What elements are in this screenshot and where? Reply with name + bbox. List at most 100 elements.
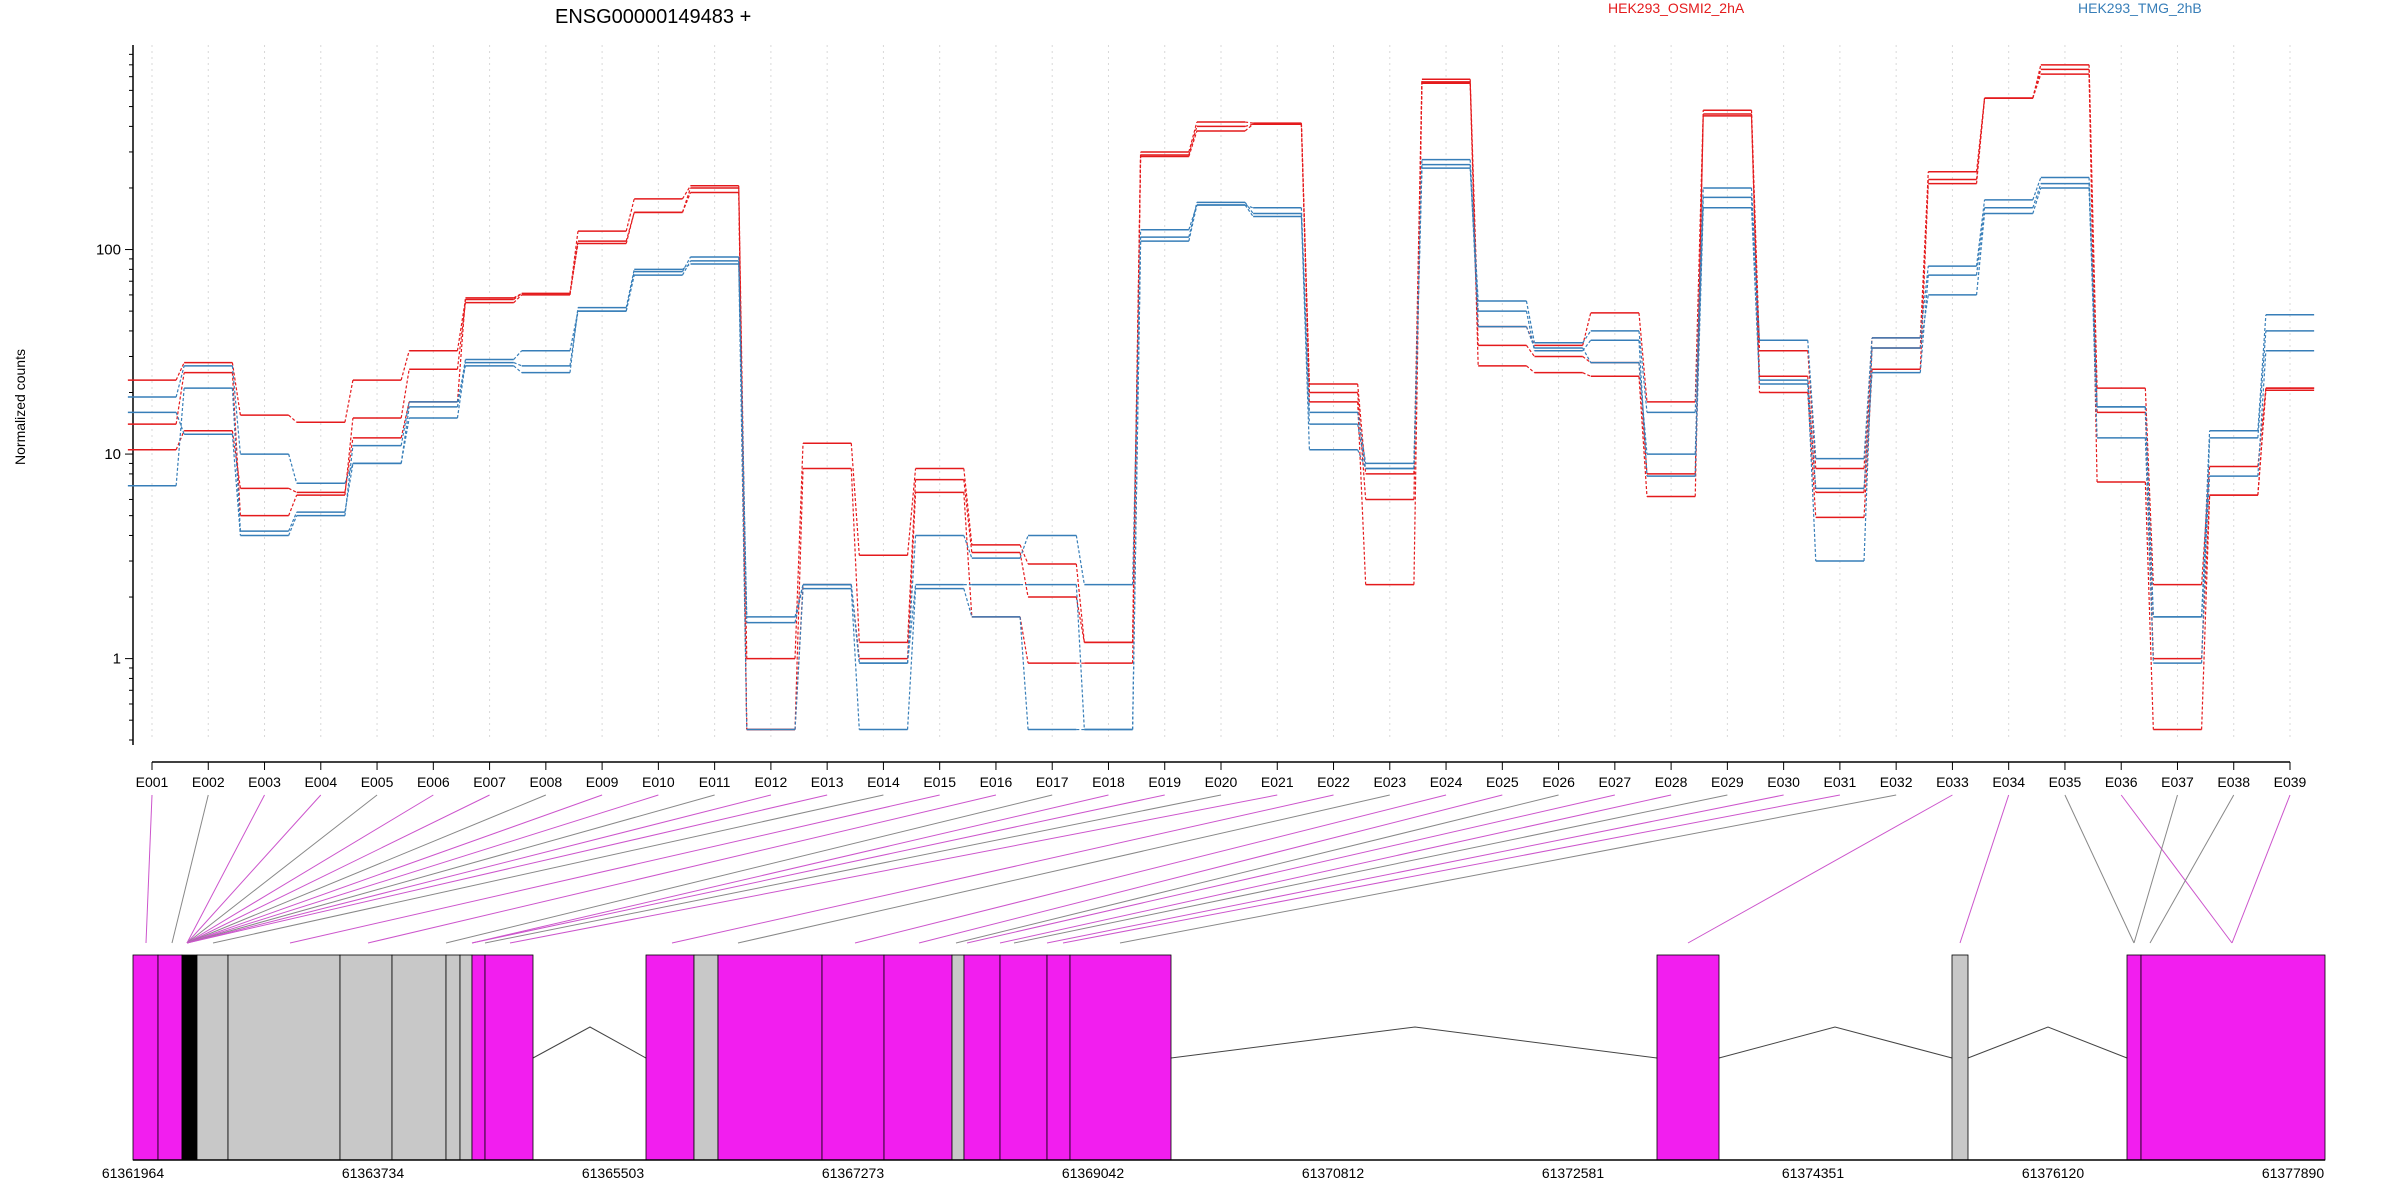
x-tick-label-e011: E011 <box>699 774 731 790</box>
connector-e010 <box>186 794 659 944</box>
connector-e039 <box>2231 794 2291 944</box>
connector-e002 <box>171 794 209 944</box>
x-tick-label-e032: E032 <box>1880 774 1913 790</box>
series-connector <box>1075 535 1085 585</box>
series-connector <box>231 362 241 416</box>
axes: 1 10 100 E001 E002 E003 E004 E005 E006 E007 E008 E0… <box>96 45 2307 790</box>
series-connector <box>1582 356 1592 364</box>
genomic-tick-label: 61363734 <box>342 1165 405 1181</box>
series-connector <box>2144 406 2154 617</box>
series-connector <box>1075 563 1085 643</box>
series-connector <box>344 463 354 513</box>
x-tick-label-e018: E018 <box>1092 774 1125 790</box>
series-connector <box>1975 213 1986 295</box>
series-connector <box>1188 202 1198 238</box>
series-connector <box>344 437 354 493</box>
series-connector <box>906 492 917 659</box>
series-connector <box>1019 616 1029 664</box>
connector-e012 <box>186 794 772 944</box>
connector-e008 <box>186 794 547 944</box>
connector-e032 <box>1119 794 1897 944</box>
exon-bin <box>196 954 229 1161</box>
series-connector <box>2201 495 2211 730</box>
connector-e036 <box>2120 794 2233 944</box>
series-connector <box>1244 204 1254 209</box>
series-connector <box>569 310 579 351</box>
series-connector <box>1863 372 1873 489</box>
x-tick-label-e022: E022 <box>1317 774 1350 790</box>
series-connector <box>1244 123 1254 127</box>
series-connector <box>1245 121 1254 124</box>
connector-e034 <box>1959 794 2010 944</box>
series-connector <box>1863 337 1873 459</box>
x-tick-label-e019: E019 <box>1148 774 1181 790</box>
series-connector <box>850 468 860 643</box>
series-connector <box>1919 266 1929 338</box>
connector-e016 <box>367 794 997 944</box>
series-connector <box>456 299 467 351</box>
series-connector <box>1807 380 1817 489</box>
series-connector <box>1582 339 1592 352</box>
series-connector <box>1525 326 1536 349</box>
series-connector <box>794 443 804 659</box>
connector-e025 <box>918 794 1503 944</box>
y-tick-label: 100 <box>96 242 121 259</box>
x-tick-label-e004: E004 <box>304 774 337 790</box>
series-connector <box>2257 388 2267 467</box>
connector-e027 <box>966 794 1615 944</box>
connector-e033 <box>1687 794 1953 944</box>
connector-e004 <box>186 794 322 944</box>
x-tick-label-e037: E037 <box>2161 774 2194 790</box>
series-connector <box>1526 365 1535 374</box>
grid-lines <box>151 45 2291 740</box>
connector-e021 <box>509 794 1278 944</box>
series-connector <box>1975 199 1986 267</box>
series-connector <box>2088 187 2098 407</box>
series-connector <box>1525 310 1536 351</box>
series-connector <box>738 263 748 730</box>
series-connector <box>400 401 410 446</box>
connector-e001 <box>145 794 153 944</box>
series-connector <box>1188 121 1198 153</box>
chart-title: ENSG00000149483 + <box>555 6 751 28</box>
series-connector <box>231 372 241 516</box>
series-connector <box>569 307 579 373</box>
series-connector <box>625 212 635 244</box>
x-tick-label-e016: E016 <box>980 774 1013 790</box>
exon-bin <box>471 954 486 1161</box>
x-tick-label-e015: E015 <box>923 774 956 790</box>
series-connector <box>906 535 917 664</box>
series-connector <box>1357 449 1367 469</box>
series-connector <box>1019 616 1029 730</box>
connector-e028 <box>999 794 1672 944</box>
x-tick-label-e012: E012 <box>755 774 788 790</box>
exon-bin <box>1951 954 1969 1161</box>
series-connector <box>1244 123 1254 132</box>
exon-bin <box>1656 954 1720 1161</box>
series-connector <box>513 294 523 304</box>
genomic-tick-label: 61365503 <box>582 1165 645 1181</box>
series-connector <box>1525 345 1535 357</box>
series-connector <box>1075 584 1085 730</box>
series-connector <box>1244 202 1254 214</box>
series-connector <box>1357 412 1367 464</box>
exon-bin <box>445 954 461 1161</box>
exon-bin <box>2126 954 2142 1161</box>
series-connector <box>288 494 298 516</box>
series-connector <box>906 479 917 643</box>
x-tick-label-e035: E035 <box>2049 774 2082 790</box>
gene-model <box>132 954 2326 1161</box>
series-connector <box>2032 187 2042 214</box>
series-connector <box>1694 110 1704 402</box>
series-connector <box>963 492 973 617</box>
x-tick-label-e014: E014 <box>867 774 900 790</box>
connector-e026 <box>955 794 1559 944</box>
series-connector <box>175 362 185 381</box>
exon-bin <box>883 954 953 1161</box>
genomic-tick-label: 61374351 <box>1782 1165 1845 1181</box>
series-connector <box>1807 392 1817 518</box>
series-connector <box>1807 376 1817 493</box>
series-connector <box>963 479 973 553</box>
series-connector <box>1357 424 1367 469</box>
